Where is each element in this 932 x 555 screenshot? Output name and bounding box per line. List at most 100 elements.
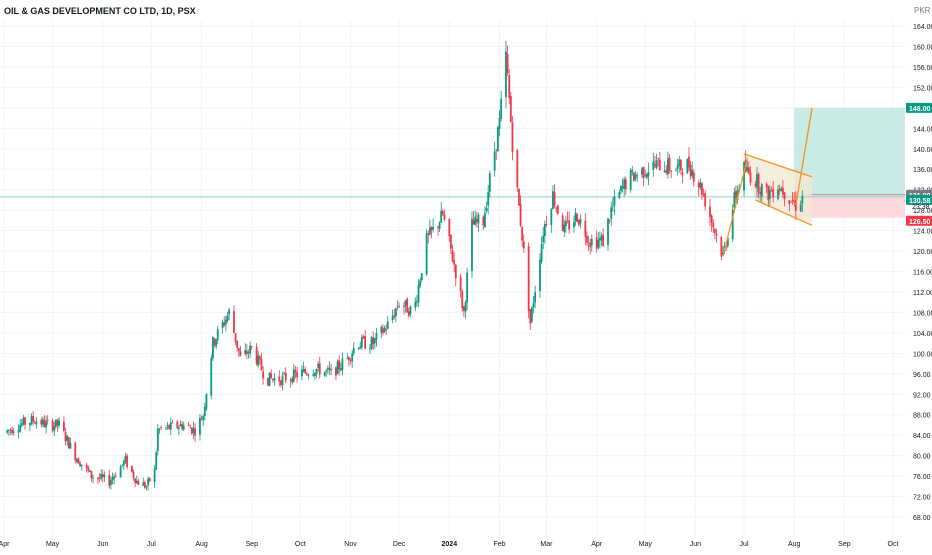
candle-body — [760, 184, 763, 197]
candle-body — [437, 226, 439, 228]
candle-body — [255, 346, 258, 364]
candle-body — [747, 167, 750, 174]
impulse-leg-line[interactable] — [722, 158, 748, 257]
candle-body — [213, 338, 216, 345]
candle-body — [610, 207, 613, 219]
price-tick-label: 120.00 — [913, 249, 932, 256]
target-zone — [794, 107, 905, 195]
candle-body — [339, 368, 342, 371]
candle-body — [668, 157, 671, 171]
candle-body — [464, 302, 467, 312]
candle-body — [715, 233, 718, 236]
candle-body — [260, 358, 263, 371]
candle-body — [11, 429, 13, 434]
drawings[interactable] — [722, 107, 813, 257]
candle-body — [113, 476, 116, 479]
candle-body — [587, 242, 590, 244]
candle-body — [77, 458, 80, 464]
candle-body — [137, 480, 140, 485]
candle-body — [485, 207, 488, 212]
candle-body — [328, 367, 331, 371]
price-tick-label: 116.00 — [913, 270, 932, 277]
candle-body — [270, 373, 273, 379]
candle-body — [710, 215, 713, 223]
candle-body — [216, 329, 219, 341]
candle-body — [409, 306, 412, 315]
candle-body — [283, 373, 286, 375]
candle-body — [257, 355, 260, 366]
candle-body — [32, 416, 35, 422]
candle-body — [330, 368, 333, 371]
candle-body — [98, 478, 101, 480]
candle-body — [634, 174, 637, 179]
price-tick-label: 164.00 — [913, 24, 932, 31]
candle-body — [482, 216, 485, 226]
candle-body — [41, 419, 44, 425]
candle-body — [326, 367, 329, 370]
candle-body — [613, 196, 616, 206]
candle-body — [12, 431, 15, 433]
candle-body — [79, 463, 82, 467]
price-axis[interactable]: 68.00 72.00 76.00 80.00 84.00 88.00 92.00 96.00… — [906, 24, 932, 522]
candle-body — [623, 179, 626, 190]
candle-body — [190, 427, 193, 434]
candle-body — [155, 452, 158, 470]
channel-lower-line[interactable] — [755, 199, 813, 227]
candle-body — [268, 372, 271, 386]
candle-body — [142, 482, 145, 486]
candle-body — [414, 301, 417, 308]
candle-body — [451, 250, 454, 262]
candle-body — [119, 466, 122, 478]
candle-body — [688, 156, 690, 168]
candle-body — [317, 363, 320, 368]
candle-body — [385, 329, 388, 330]
candle-body — [122, 461, 125, 466]
candle-body — [574, 212, 577, 222]
candle-body — [97, 477, 99, 479]
candles — [6, 40, 804, 491]
candle-body — [35, 421, 38, 425]
time-axis[interactable]: Apr May Jun Jul Aug Sep Oct Nov Dec 2024 Feb Mar Apr… — [0, 541, 898, 548]
candle-body — [658, 159, 661, 171]
candle-body — [534, 292, 537, 303]
candle-body — [171, 422, 174, 424]
candle-body — [221, 322, 224, 328]
candle-body — [357, 348, 360, 350]
time-tick-label: 2024 — [442, 541, 458, 548]
price-tick-label: 88.00 — [913, 413, 931, 420]
candle-body — [686, 159, 689, 174]
candle-body — [783, 192, 786, 200]
candle-body — [618, 192, 621, 198]
candle-body — [280, 380, 282, 386]
price-label-text: 148.00 — [909, 106, 931, 113]
candle-body — [794, 200, 797, 211]
candle-body — [51, 420, 54, 431]
candle-body — [375, 333, 378, 340]
candle-body — [597, 240, 600, 248]
candle-body — [262, 371, 264, 379]
projection-line[interactable] — [795, 107, 813, 206]
candle-body — [417, 284, 420, 303]
candle-body — [495, 149, 498, 151]
candle-body — [564, 221, 567, 226]
time-tick-label: Aug — [195, 541, 208, 548]
candle-body — [498, 117, 501, 129]
candle-body — [697, 182, 700, 188]
stop-zone — [794, 194, 905, 218]
candle-body — [145, 486, 148, 488]
candle-body — [132, 471, 135, 478]
candle-body — [362, 336, 365, 338]
candle-body — [247, 352, 250, 354]
candle-body — [511, 122, 514, 152]
candle-body — [370, 337, 373, 349]
price-tick-label: 156.00 — [913, 65, 932, 72]
candle-body — [335, 367, 337, 376]
candle-body — [780, 188, 783, 192]
price-label-badge — [906, 102, 932, 113]
candle-body — [778, 189, 781, 191]
candle-body — [624, 179, 627, 190]
price-tick-label: 76.00 — [913, 474, 931, 481]
candle-body — [720, 236, 723, 257]
